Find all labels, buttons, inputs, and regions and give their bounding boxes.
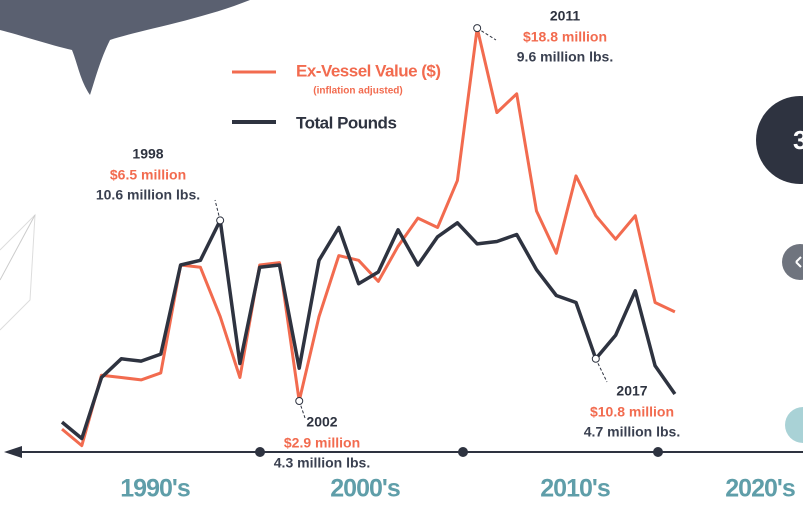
whale-decoration [0, 0, 250, 95]
annotation-year: 2017 [616, 383, 647, 399]
series-line [62, 220, 675, 438]
annotation-point [474, 25, 481, 32]
annotation-value: $6.5 million [110, 167, 186, 183]
decade-label: 2020's [725, 475, 795, 503]
chart: 3 Ex-Vessel Value ($) (inflation adjuste… [0, 0, 803, 512]
annotation-year: 1998 [132, 146, 163, 162]
annotation-pounds: 4.3 million lbs. [274, 455, 370, 471]
annotation-point [217, 217, 224, 224]
decade-label: 1990's [120, 475, 190, 503]
annotation-point [296, 397, 303, 404]
annotation-year: 2011 [550, 8, 581, 24]
axis-dot [458, 447, 468, 457]
axis-dot [255, 447, 265, 457]
annotation-value: $2.9 million [284, 435, 360, 451]
decade-label: 2000's [330, 475, 400, 503]
axis-arrow [4, 446, 22, 458]
decoration [0, 215, 35, 280]
annotation-pounds: 4.7 million lbs. [584, 424, 680, 440]
side-badge-text: 3 [793, 125, 803, 155]
side-button [785, 407, 803, 443]
annotation-year: 2002 [306, 414, 337, 430]
decoration [0, 215, 35, 330]
decade-label: 2010's [540, 475, 610, 503]
annotation-value: $10.8 million [590, 404, 674, 420]
legend-label: Ex-Vessel Value ($) [296, 61, 441, 80]
page: {"chart_data": {"type": "line", "categor… [0, 0, 803, 512]
annotation-pounds: 10.6 million lbs. [96, 187, 200, 203]
legend-note: (inflation adjusted) [313, 86, 402, 97]
side-button [782, 244, 803, 280]
annotation-value: $18.8 million [523, 29, 607, 45]
annotation-pounds: 9.6 million lbs. [517, 49, 613, 65]
axis-dot [653, 447, 663, 457]
legend-label: Total Pounds [296, 113, 396, 132]
annotation-point [592, 355, 599, 362]
